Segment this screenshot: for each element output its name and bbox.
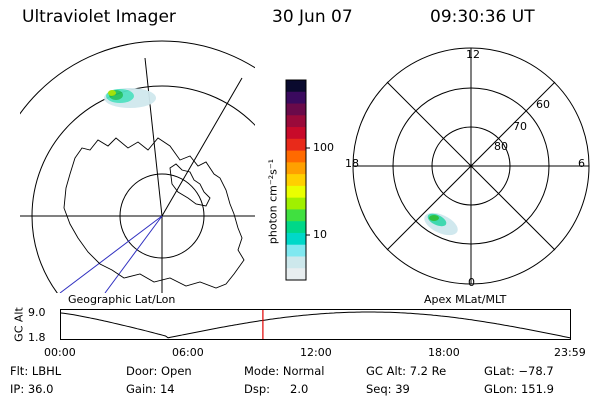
colorbar-segment <box>286 232 306 246</box>
altitude-ytick-bottom: 1.8 <box>28 331 46 344</box>
time-tick-0000: 00:00 <box>44 346 76 359</box>
mlat-label-70: 70 <box>513 120 527 133</box>
time-label: 09:30:36 UT <box>430 7 535 27</box>
gain-info: Gain: 14 <box>126 382 175 396</box>
colorbar <box>285 79 310 281</box>
filter-info: Flt: LBHL <box>10 364 62 378</box>
colorbar-tick-100: 100 <box>313 141 334 154</box>
gc-alt-info: GC Alt: 7.2 Re <box>366 364 447 378</box>
mlat-label-60: 60 <box>536 98 550 111</box>
glat-info: GLat: −78.7 <box>484 364 554 378</box>
geographic-map <box>20 40 255 293</box>
altitude-plot <box>60 309 572 340</box>
glon-info: GLon: 151.9 <box>484 382 554 396</box>
colorbar-unit-label: photon cm⁻²s⁻¹ <box>266 158 280 245</box>
geographic-label: Geographic Lat/Lon <box>68 293 176 306</box>
coastline-detail <box>169 163 211 207</box>
dsp-label: Dsp: <box>244 382 271 396</box>
colorbar-segment <box>286 185 306 199</box>
colorbar-segment <box>286 80 306 93</box>
dsp-value: 2.0 <box>290 382 309 396</box>
colorbar-segment <box>286 197 306 211</box>
altitude-curve <box>60 311 572 339</box>
colorbar-segment <box>286 91 306 105</box>
colorbar-segment <box>286 103 306 116</box>
date-label: 30 Jun 07 <box>272 7 353 27</box>
colorbar-segment <box>286 221 306 234</box>
colorbar-segment <box>286 244 306 258</box>
meridian-line-2 <box>161 77 243 217</box>
time-tick-1200: 12:00 <box>300 346 332 359</box>
colorbar-segment <box>286 150 306 163</box>
aurora-emission <box>104 88 156 108</box>
coastline <box>63 137 245 289</box>
mlt-label-0: 0 <box>468 276 475 289</box>
colorbar-segment <box>286 268 306 281</box>
colorbar-segment <box>286 209 306 222</box>
mlat-label-80: 80 <box>494 140 508 153</box>
time-tick-2359: 23:59 <box>554 346 586 359</box>
meridian-line-7 <box>104 215 163 293</box>
seq-info: Seq: 39 <box>366 382 410 396</box>
colorbar-segment <box>286 115 306 128</box>
mlt-label-6: 6 <box>578 157 585 170</box>
mode-info: Mode: Normal <box>244 364 325 378</box>
colorbar-segment <box>286 256 306 269</box>
apex-label: Apex MLat/MLT <box>424 293 507 306</box>
altitude-ylabel: GC Alt <box>12 307 26 342</box>
colorbar-segment <box>286 162 306 175</box>
altitude-ytick-top: 9.0 <box>28 306 46 319</box>
meridian-line-6 <box>59 215 163 293</box>
colorbar-segment <box>286 174 306 187</box>
time-tick-0600: 06:00 <box>172 346 204 359</box>
colorbar-segment <box>286 138 306 152</box>
door-info: Door: Open <box>126 364 192 378</box>
instrument-title: Ultraviolet Imager <box>22 7 176 27</box>
mlat-mlt-polar-plot <box>352 47 590 285</box>
colorbar-tick-10: 10 <box>313 228 327 241</box>
ip-info: IP: 36.0 <box>10 382 54 396</box>
mlt-label-18: 18 <box>345 157 359 170</box>
mlt-label-12: 12 <box>466 48 480 61</box>
colorbar-segment <box>286 127 306 140</box>
meridian-line-1 <box>144 57 163 217</box>
time-tick-1800: 18:00 <box>428 346 460 359</box>
aurora-emission-mag <box>424 212 458 236</box>
lat-ring-outer <box>20 40 255 115</box>
